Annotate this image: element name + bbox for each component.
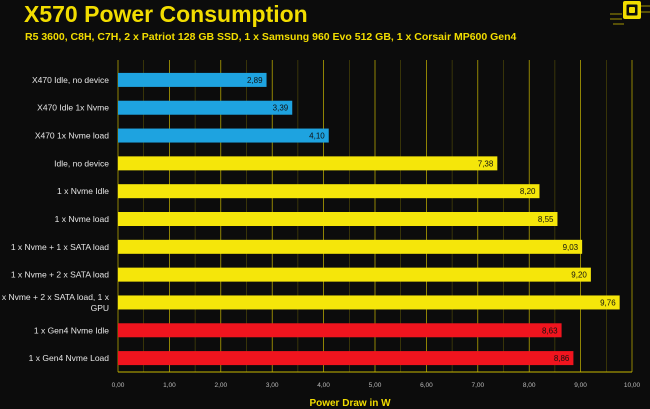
bar	[118, 323, 562, 338]
bar	[118, 184, 540, 199]
category-label: X470 Idle 1x Nvme	[37, 103, 109, 113]
x-tick-label: 1,00	[163, 382, 176, 389]
bar-value-label: 9,03	[563, 243, 579, 252]
chart-title: X570 Power Consumption	[24, 1, 308, 27]
category-label: X470 1x Nvme load	[35, 131, 109, 141]
bar	[118, 351, 574, 366]
x-axis-title: Power Draw in W	[309, 398, 391, 409]
bar	[118, 212, 558, 226]
bar-value-label: 9,20	[571, 271, 587, 280]
x-tick-label: 9,00	[574, 382, 587, 389]
bar	[118, 156, 498, 171]
bar	[118, 128, 329, 143]
category-label: 1 x Nvme + 2 x SATA load, 1 x GPU	[0, 292, 110, 313]
bar-value-label: 8,20	[520, 187, 536, 196]
x-tick-label: 5,00	[369, 382, 382, 389]
bar-value-label: 8,86	[554, 354, 570, 363]
bar-value-label: 8,63	[542, 326, 558, 335]
x-tick-label: 6,00	[420, 382, 433, 389]
x-tick-label: 8,00	[523, 382, 536, 389]
bar-value-label: 7,38	[478, 159, 494, 168]
bar-value-label: 8,55	[538, 215, 554, 224]
bar	[118, 239, 583, 254]
chip-logo-icon	[610, 1, 650, 25]
bar-value-label: 9,76	[600, 298, 616, 307]
category-label: 1 x Nvme Idle	[57, 186, 109, 196]
bar-value-label: 4,10	[309, 132, 325, 141]
category-label: X470 Idle, no device	[32, 75, 109, 85]
category-label: 1 x Nvme + 1 x SATA load	[11, 242, 109, 252]
x-tick-label: 7,00	[471, 382, 484, 389]
category-label: 1 x Gen4 Nvme Idle	[34, 325, 109, 335]
category-label: 1 x Nvme load	[55, 214, 110, 224]
bar	[118, 267, 591, 282]
category-label: 1 x Nvme + 2 x SATA load	[11, 270, 109, 280]
bar	[118, 295, 620, 310]
bar-value-label: 3,39	[273, 104, 289, 113]
x-tick-label: 3,00	[266, 382, 279, 389]
bar-value-label: 2,89	[247, 76, 263, 85]
bar	[118, 100, 293, 115]
chart-subtitle: R5 3600, C8H, C7H, 2 x Patriot 128 GB SS…	[25, 31, 517, 43]
x-tick-label: 10,00	[624, 382, 641, 389]
x-tick-label: 4,00	[317, 382, 330, 389]
category-label: 1 x Gen4 Nvme Load	[29, 353, 110, 363]
x-tick-label: 2,00	[214, 382, 227, 389]
x-tick-label: 0,00	[112, 382, 125, 389]
bar	[118, 72, 267, 87]
category-label: Idle, no device	[54, 158, 109, 168]
